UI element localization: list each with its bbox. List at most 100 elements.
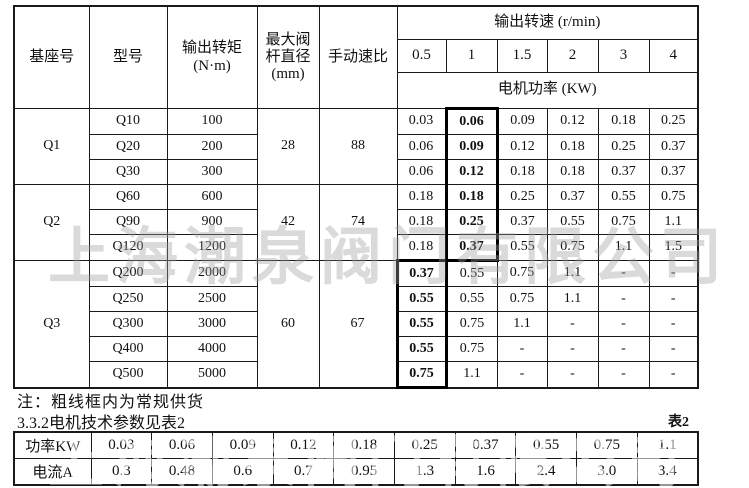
motor-param-value: 0.18 <box>333 431 395 459</box>
base-no-cell: Q3 <box>13 260 90 388</box>
motor-power-cell: - <box>648 361 699 388</box>
motor-power-cell: - <box>546 311 599 337</box>
torque-cell: 300 <box>166 159 258 185</box>
motor-param-value: 0.37 <box>454 431 517 459</box>
motor-power-cell: 0.03 <box>396 108 447 135</box>
motor-power-cell: - <box>546 361 599 388</box>
motor-power-cell: - <box>597 286 650 312</box>
spec-row-q300: Q300 3000 0.55 0.75 1.1- - - <box>14 311 699 337</box>
motor-power-cell: 0.55 <box>395 286 448 312</box>
motor-param-value: 0.25 <box>393 431 456 459</box>
motor-param-value: 0.09 <box>211 431 274 459</box>
motor-param-value: 0.03 <box>90 431 153 459</box>
motor-power-cell: 0.37 <box>496 209 548 235</box>
motor-parameter-table: 功率KW 0.03 0.06 0.09 0.12 0.18 0.25 0.37 0.55 0.75… <box>13 431 699 486</box>
col-header-torque: 输出转矩 (N·m) <box>166 5 258 109</box>
motor-power-cell: 0.09 <box>444 134 499 160</box>
motor-power-cell: 0.12 <box>444 159 499 185</box>
motor-param-value: 0.6 <box>211 458 274 486</box>
spec-row-q120: Q120 1200 0.18 0.37 0.55 0.75 1.1 1.5 <box>14 234 699 262</box>
actuator-spec-table: 基座号 型号 输出转矩 (N·m) 最大阀 杆直径 (mm) 手动速比 输出转速… <box>13 5 700 389</box>
motor-param-value: 0.55 <box>515 431 577 459</box>
motor-param-value: 3.4 <box>636 458 699 486</box>
note-regular-supply: 注：粗线框内为常规供货 <box>17 394 205 411</box>
motor-power-cell: 0.37 <box>648 134 699 160</box>
spec-row-q250: Q250 2500 0.55 0.55 0.75 1.1- - <box>14 286 699 312</box>
col-header-model: 型号 <box>88 5 168 109</box>
model-cell: Q90 <box>88 209 168 235</box>
manual-ratio-cell: 67 <box>318 260 398 388</box>
motor-power-cell: 0.18 <box>444 184 499 210</box>
speed-col-header: 4 <box>648 39 699 73</box>
motor-power-cell: 1.1 <box>546 286 599 312</box>
motor-power-cell: 0.55 <box>546 209 599 235</box>
speed-col-header: 1.5 <box>496 39 548 73</box>
torque-cell: 2500 <box>166 286 258 312</box>
model-cell: Q500 <box>88 361 168 388</box>
torque-cell: 2000 <box>166 260 258 287</box>
header-row-speed-values: 0.5 1 1.5 2 3 4 <box>14 39 699 73</box>
motor-param-value: 0.3 <box>90 458 153 486</box>
motor-power-cell: - <box>648 311 699 337</box>
spec-row-q500: Q500 5000 0.75 1.1- - - - <box>14 361 699 389</box>
model-cell: Q60 <box>88 184 168 210</box>
motor-power-cell: - <box>597 260 650 287</box>
motor-power-cell: - <box>597 361 650 388</box>
motor-power-cell: 0.75 <box>546 234 599 261</box>
model-cell: Q250 <box>88 286 168 312</box>
motor-power-cell: 0.25 <box>496 184 548 210</box>
motor-power-cell: 1.1 <box>445 361 498 388</box>
motor-power-cell: 0.37 <box>444 234 499 262</box>
motor-param-label: 电流A <box>13 458 92 486</box>
torque-cell: 100 <box>166 108 258 135</box>
motor-power-cell: 0.06 <box>444 107 499 135</box>
motor-power-cell: 0.75 <box>496 286 548 312</box>
motor-power-cell: 0.12 <box>546 108 599 135</box>
motor-power-cell: 0.37 <box>546 184 599 210</box>
torque-cell: 900 <box>166 209 258 235</box>
motor-power-cell: 0.55 <box>445 286 498 312</box>
motor-power-cell: 0.18 <box>597 108 650 135</box>
motor-param-row: 电流A 0.3 0.48 0.6 0.7 0.95 1.3 1.6 2.4 3.0 3.4 <box>13 458 699 486</box>
speed-col-header: 1 <box>445 39 498 73</box>
motor-power-cell: 0.37 <box>597 159 650 185</box>
motor-param-value: 2.4 <box>515 458 577 486</box>
motor-param-value: 1.1 <box>636 431 699 459</box>
motor-power-cell: 0.55 <box>395 311 448 337</box>
motor-power-cell: - <box>597 311 650 337</box>
motor-power-cell: 0.55 <box>395 336 448 362</box>
model-cell: Q400 <box>88 336 168 362</box>
motor-power-cell: - <box>648 260 699 287</box>
col-header-base-no: 基座号 <box>13 5 90 109</box>
model-cell: Q30 <box>88 159 168 185</box>
stem-diameter-cell: 28 <box>256 108 320 185</box>
motor-param-value: 1.3 <box>393 458 456 486</box>
motor-power-cell: 0.75 <box>395 361 448 389</box>
motor-power-cell: 0.06 <box>396 159 447 185</box>
motor-power-cell: - <box>648 286 699 312</box>
motor-power-cell: 0.55 <box>496 234 548 261</box>
motor-power-cell: - <box>546 336 599 362</box>
speed-col-header: 3 <box>597 39 650 73</box>
col-header-manual-ratio: 手动速比 <box>318 5 398 109</box>
torque-cell: 4000 <box>166 336 258 362</box>
motor-power-cell: 0.75 <box>445 311 498 337</box>
spec-row-q90: Q90 900 0.18 0.25 0.37 0.55 0.75 1.1 <box>14 209 699 235</box>
motor-param-value: 3.0 <box>576 458 638 486</box>
motor-param-value: 0.06 <box>151 431 213 459</box>
torque-cell: 600 <box>166 184 258 210</box>
motor-power-cell: 0.75 <box>597 209 650 235</box>
torque-cell: 5000 <box>166 361 258 388</box>
motor-power-cell: 0.25 <box>597 134 650 160</box>
motor-param-value: 0.48 <box>151 458 213 486</box>
motor-power-cell: 0.18 <box>546 159 599 185</box>
base-no-cell: Q1 <box>13 108 90 185</box>
motor-power-cell: 0.75 <box>648 184 699 210</box>
model-cell: Q120 <box>88 234 168 261</box>
col-header-motor-power: 电机功率 (KW) <box>396 72 699 109</box>
torque-cell: 200 <box>166 134 258 160</box>
stem-diameter-cell: 60 <box>256 260 320 388</box>
motor-power-cell: 1.1 <box>546 260 599 287</box>
motor-param-value: 1.6 <box>454 458 517 486</box>
